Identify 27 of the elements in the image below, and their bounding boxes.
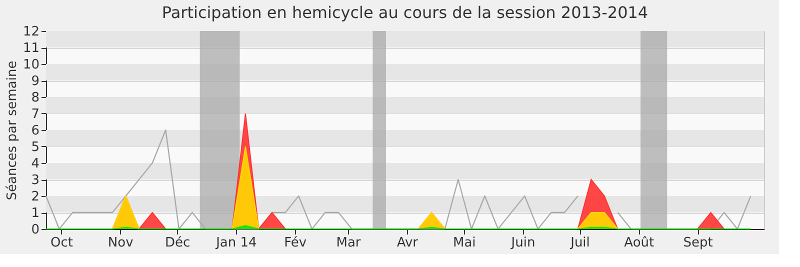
x-tick-label: Août — [624, 236, 654, 250]
x-tick-label: Fév — [284, 236, 307, 250]
x-tick-label: Oct — [50, 236, 73, 250]
x-tick-label: Mai — [452, 236, 476, 250]
y-tick-label: 11 — [22, 41, 40, 56]
y-tick-label: 9 — [31, 74, 40, 89]
y-axis-title: Séances par semaine — [4, 60, 20, 200]
y-tick-label: 3 — [31, 173, 40, 188]
y-tick-label: 0 — [31, 222, 40, 238]
y-tick-label: 2 — [31, 190, 40, 204]
y-tick-label: 1 — [31, 206, 40, 221]
chart-title: Participation en hemicycle au cours de la session 2013-2014 — [162, 3, 648, 22]
y-tick-label: 6 — [31, 124, 40, 138]
y-tick-label: 8 — [31, 90, 40, 106]
y-tick-label: 7 — [31, 107, 40, 122]
y-tick-label: 12 — [22, 24, 40, 40]
x-tick-label: Juin — [510, 236, 536, 250]
x-tick-label: Sept — [683, 236, 713, 250]
x-tick-label: Mar — [336, 236, 362, 250]
x-tick-label: Jan 14 — [215, 236, 257, 250]
x-tick-label: Déc — [164, 236, 190, 250]
y-tick-label: 5 — [31, 140, 40, 155]
x-tick-label: Nov — [108, 236, 134, 250]
x-tick-label: Juil — [570, 236, 590, 250]
y-tick-label: 10 — [22, 58, 40, 72]
x-tick-label: Avr — [396, 236, 419, 250]
y-tick-label: 4 — [31, 156, 40, 172]
